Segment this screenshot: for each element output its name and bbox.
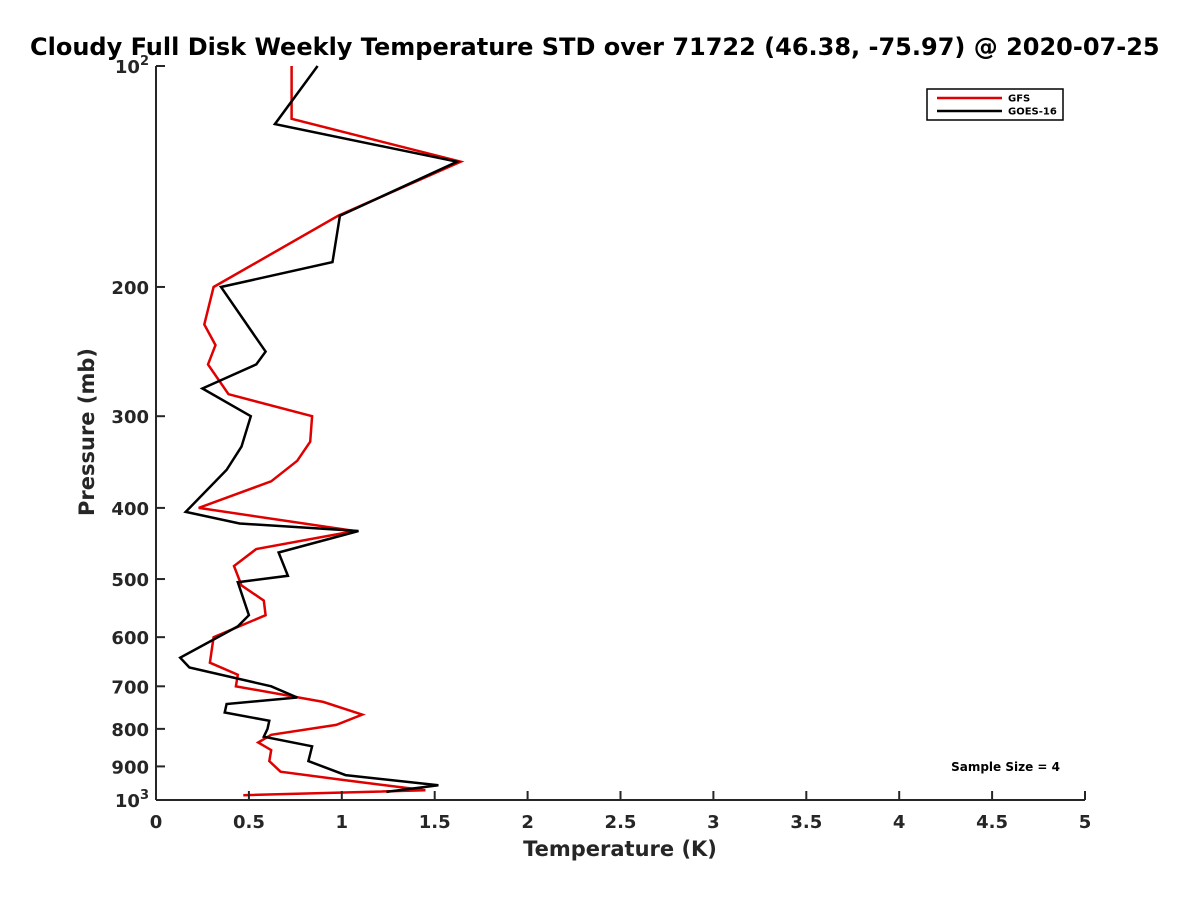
x-tick-label: 1.5 bbox=[419, 812, 451, 833]
y-tick-label: 900 bbox=[111, 757, 149, 778]
y-tick-label: 400 bbox=[111, 499, 149, 520]
y-tick-label: 500 bbox=[111, 570, 149, 591]
x-tick-label: 0.5 bbox=[233, 812, 265, 833]
y-tick-label: 300 bbox=[111, 407, 149, 428]
plot-background bbox=[156, 66, 1085, 800]
y-tick-label: 102 bbox=[115, 54, 149, 78]
y-axis-label: Pressure (mb) bbox=[75, 348, 99, 516]
x-tick-label: 2 bbox=[521, 812, 534, 833]
series-line-goes-16 bbox=[178, 65, 461, 794]
x-tick-label: 0 bbox=[150, 812, 163, 833]
x-tick-label: 3.5 bbox=[790, 812, 822, 833]
x-tick-label: 3 bbox=[707, 812, 720, 833]
sample-size-annotation: Sample Size = 4 bbox=[951, 760, 1060, 774]
legend-box bbox=[926, 88, 1064, 121]
legend-label: GFS bbox=[1008, 94, 1030, 105]
legend: GFS GOES-16 bbox=[926, 88, 1064, 121]
y-tick-label: 103 bbox=[115, 788, 149, 812]
y-tick-label: 800 bbox=[111, 720, 149, 741]
y-tick-label: 200 bbox=[111, 278, 149, 299]
x-tick-label: 4.5 bbox=[976, 812, 1008, 833]
y-tick-label: 700 bbox=[111, 677, 149, 698]
x-tick-label: 4 bbox=[893, 812, 906, 833]
chart-title: Cloudy Full Disk Weekly Temperature STD … bbox=[30, 33, 1160, 61]
x-tick-label: 1 bbox=[336, 812, 349, 833]
y-tick-label: 600 bbox=[111, 628, 149, 649]
x-tick-label: 5 bbox=[1079, 812, 1092, 833]
x-tick-label: 2.5 bbox=[605, 812, 637, 833]
plot-area bbox=[156, 66, 1085, 800]
series-layer bbox=[178, 65, 465, 797]
axes-layer: 0 0.5 1 1.5 2 2.5 3 3.5 4 4.5 5 102 200 300 400 500 600 7… bbox=[111, 54, 1091, 833]
x-axis-label: Temperature (K) bbox=[523, 837, 717, 861]
series-line-gfs bbox=[198, 66, 465, 797]
legend-label: GOES-16 bbox=[1008, 107, 1057, 118]
